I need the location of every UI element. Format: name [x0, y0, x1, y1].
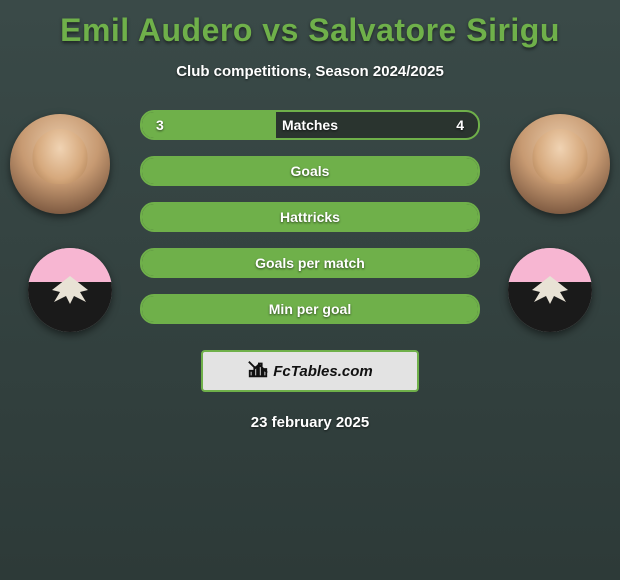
page-title: Emil Audero vs Salvatore Sirigu [0, 0, 620, 49]
eagle-icon [524, 270, 576, 310]
stat-bar: Goals per match [140, 248, 480, 278]
stat-bars: 3 Matches 4 Goals Hattricks Goals per ma… [140, 110, 480, 340]
brand-box: FcTables.com [201, 350, 419, 392]
player-avatar-left [10, 114, 110, 214]
comparison-area: 3 Matches 4 Goals Hattricks Goals per ma… [0, 110, 620, 340]
stat-bar: Min per goal [140, 294, 480, 324]
stat-bar: Hattricks [140, 202, 480, 232]
chart-icon [247, 358, 269, 384]
player-avatar-right [510, 114, 610, 214]
stat-bar-fill-left [142, 204, 478, 230]
page-subtitle: Club competitions, Season 2024/2025 [0, 63, 620, 80]
stat-bar-fill-left [142, 158, 478, 184]
stat-bar: 3 Matches 4 [140, 110, 480, 140]
stat-bar: Goals [140, 156, 480, 186]
eagle-icon [44, 270, 96, 310]
club-badge-left [28, 248, 112, 332]
stat-bar-fill-left [142, 250, 478, 276]
snapshot-date: 23 february 2025 [0, 414, 620, 431]
brand-text: FcTables.com [273, 363, 372, 380]
stat-value-right: 4 [456, 117, 464, 133]
stat-bar-fill-left [142, 296, 478, 322]
club-badge-right [508, 248, 592, 332]
stat-value-left: 3 [156, 117, 164, 133]
